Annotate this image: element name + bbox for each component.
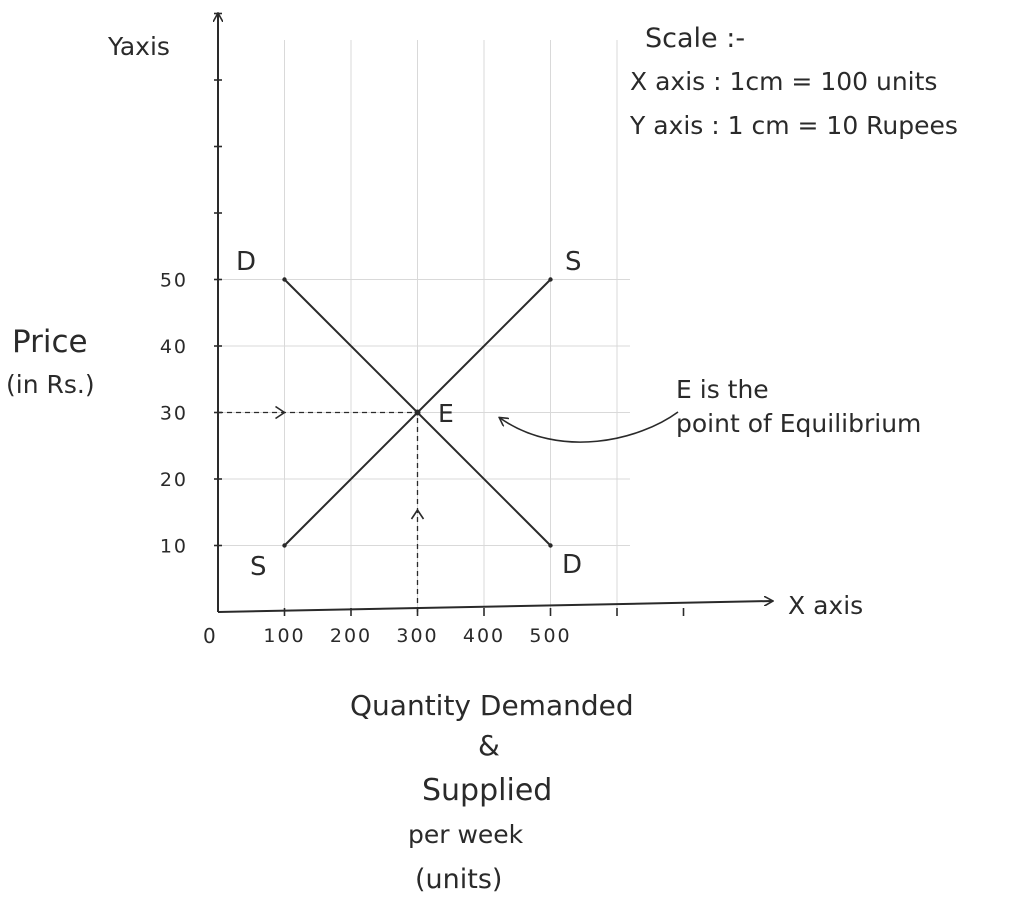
- equilibrium-point: [414, 409, 421, 416]
- axes: [214, 14, 772, 616]
- y-tick-label-20: 20: [160, 469, 188, 491]
- x-axis-line: [217, 601, 772, 613]
- supply-start-label: S: [250, 552, 267, 582]
- demand-curve-endpoint-0: [282, 277, 287, 282]
- quantity-label-line-2: &: [478, 729, 500, 762]
- price-unit-label: (in Rs.): [6, 370, 95, 399]
- quantity-label-line-5: (units): [415, 864, 502, 895]
- supply-end-label: S: [565, 247, 582, 277]
- scale-y-line: Y axis : 1 cm = 10 Rupees: [629, 111, 958, 140]
- grid: [218, 40, 630, 612]
- scale-x-line: X axis : 1cm = 100 units: [630, 67, 937, 96]
- x-tick-label-300: 300: [396, 625, 438, 647]
- x-tick-label-200: 200: [330, 625, 372, 647]
- supply-curve-endpoint-1: [548, 277, 553, 282]
- price-guide-arrowhead: [275, 405, 286, 420]
- price-label: Price: [12, 324, 88, 360]
- x-tick-label-400: 400: [463, 625, 505, 647]
- x-axis-label: X axis: [788, 591, 863, 620]
- demand-curve-endpoint-1: [548, 543, 553, 548]
- quantity-label-line-1: Quantity Demanded: [350, 689, 634, 722]
- equilibrium-annotation-line-1: E is the: [676, 375, 769, 404]
- demand-start-label: D: [236, 247, 256, 277]
- x-tick-label-100: 100: [263, 625, 305, 647]
- y-tick-label-40: 40: [160, 336, 188, 358]
- scale-title: Scale :-: [645, 23, 745, 54]
- y-tick-label-30: 30: [160, 403, 188, 425]
- equilibrium-annotation-line-2: point of Equilibrium: [676, 409, 921, 438]
- y-tick-label-10: 10: [160, 536, 188, 558]
- equilibrium-annotation-arrow: [500, 411, 679, 443]
- y-tick-label-50: 50: [160, 270, 188, 292]
- tick-labels: 100 200 300 400 500 10 20 30 40 50: [160, 270, 571, 648]
- supply-curve-endpoint-0: [282, 543, 287, 548]
- quantity-label-line-3: Supplied: [422, 773, 552, 808]
- quantity-label-line-4: per week: [408, 820, 524, 849]
- equilibrium-group: [218, 405, 425, 612]
- quantity-guide-arrowhead: [410, 508, 425, 520]
- y-axis-label: Yaxis: [107, 32, 170, 61]
- equilibrium-label: E: [438, 399, 454, 428]
- demand-end-label: D: [562, 550, 582, 580]
- origin-label: 0: [203, 624, 216, 648]
- x-tick-label-500: 500: [529, 625, 571, 647]
